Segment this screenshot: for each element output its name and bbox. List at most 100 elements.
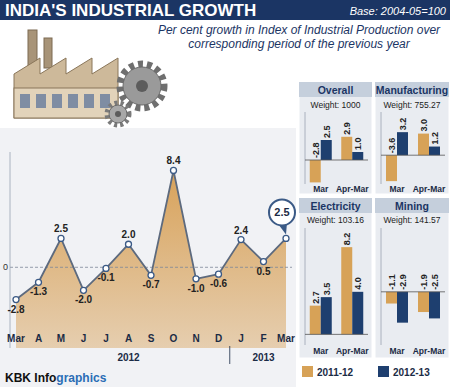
data-label: -2.9 <box>398 274 408 290</box>
data-label: -2.8 <box>7 304 25 315</box>
x-tick-label: J <box>238 333 244 344</box>
panel-subtitle: Weight: 103.16 <box>307 215 364 225</box>
marker <box>103 265 109 271</box>
x-tick-label: Mar <box>389 184 405 194</box>
bar <box>418 292 429 312</box>
data-label: 2.5 <box>322 125 332 138</box>
marker <box>216 271 222 277</box>
x-tick-label: Mar <box>277 333 295 344</box>
x-tick-label: Apr-Mar <box>336 346 369 356</box>
credit: KBK Infographics <box>5 371 107 385</box>
data-label: 0.5 <box>257 266 271 277</box>
data-label: -2.8 <box>311 142 321 158</box>
data-label: -1.1 <box>387 274 397 290</box>
x-tick-label: Mar <box>313 346 329 356</box>
panel-bars <box>386 132 440 181</box>
panel-title: Electricity <box>310 200 360 212</box>
bar <box>310 160 321 182</box>
x-tick-label: Apr-Mar <box>336 184 369 194</box>
x-tick-label: N <box>192 333 199 344</box>
data-label: -0.7 <box>142 279 160 290</box>
x-tick-label: O <box>170 333 178 344</box>
y-axis-line <box>381 112 382 184</box>
panel-bars <box>386 292 440 323</box>
data-label: 2.7 <box>311 291 321 304</box>
marker <box>36 279 42 285</box>
gear-hub <box>115 111 121 117</box>
data-label: 3.5 <box>322 283 332 296</box>
legend-swatch <box>378 366 389 377</box>
y-tick-label: 0 <box>3 262 8 272</box>
data-label: 2.4 <box>234 225 248 236</box>
chart: INDIA'S INDUSTRIAL GROWTHBase: 2004-05=1… <box>0 0 450 387</box>
marker <box>58 235 64 241</box>
panel-background <box>375 198 449 358</box>
chimney <box>44 38 52 68</box>
data-label: 2.5 <box>54 223 68 234</box>
data-label: -1.0 <box>187 283 205 294</box>
data-label: 3.2 <box>398 118 408 131</box>
y-axis-line <box>381 228 382 345</box>
x-tick-label: J <box>103 333 109 344</box>
credit-part: KBK Info <box>5 371 56 385</box>
grid-line <box>381 155 445 156</box>
data-label: 3.0 <box>419 119 429 132</box>
panel-header <box>375 198 449 213</box>
panel-header <box>299 198 372 213</box>
x-tick-label: J <box>81 333 87 344</box>
x-tick-label: F <box>260 333 266 344</box>
x-tick-label: D <box>215 333 222 344</box>
panel-title: Mining <box>395 200 429 212</box>
data-label: 1.2 <box>430 132 440 145</box>
x-tick-label: A <box>125 333 132 344</box>
grid-line <box>305 334 368 335</box>
data-label: -3.6 <box>387 138 397 154</box>
bar <box>321 297 332 334</box>
panel-header <box>299 82 372 97</box>
bar <box>341 137 352 160</box>
bar <box>397 132 408 155</box>
data-label: 8.4 <box>167 155 181 166</box>
x-tick-label: S <box>148 333 155 344</box>
panel-subtitle: Weight: 141.57 <box>383 215 440 225</box>
data-label: 1.0 <box>353 137 363 150</box>
bar <box>429 147 440 156</box>
bar <box>429 292 440 319</box>
data-label: -2.0 <box>75 294 93 305</box>
data-label: 2.0 <box>122 229 136 240</box>
y-axis-line <box>305 112 306 184</box>
factory-illustration <box>14 30 164 125</box>
data-label: -0.1 <box>97 272 115 283</box>
panel-background <box>375 82 449 194</box>
data-label: 4.0 <box>353 277 363 290</box>
subtitle: Per cent growth in Index of Industrial P… <box>150 23 448 51</box>
bar <box>386 155 397 181</box>
gear <box>109 105 127 123</box>
panel-background <box>299 198 372 358</box>
panel-subtitle: Weight: 1000 <box>311 100 361 110</box>
panel-background <box>299 82 372 194</box>
x-tick-label: Apr-Mar <box>413 346 446 356</box>
plot-marks <box>16 170 286 348</box>
data-label: 2.9 <box>342 122 352 135</box>
factory-window <box>52 94 62 108</box>
data-label: 2.5 <box>274 206 289 218</box>
panel-subtitle: Weight: 755.27 <box>383 100 440 110</box>
x-tick-label: M <box>57 333 65 344</box>
bar <box>341 247 352 334</box>
marker <box>261 259 267 265</box>
panel-bars <box>310 247 364 334</box>
bar <box>352 152 363 160</box>
grid-line <box>305 160 368 161</box>
legend-label: 2011-12 <box>317 367 354 378</box>
data-label: -1.9 <box>419 274 429 290</box>
panel-title: Overall <box>318 84 354 96</box>
base-note: Base: 2004-05=100 <box>350 5 447 17</box>
legend-swatch <box>302 366 313 377</box>
factory-window <box>84 94 94 108</box>
marker <box>13 297 19 303</box>
x-tick-label: Mar <box>389 346 405 356</box>
marker <box>81 287 87 293</box>
data-label: 8.2 <box>342 233 352 246</box>
panel-title: Manufacturing <box>376 84 448 96</box>
